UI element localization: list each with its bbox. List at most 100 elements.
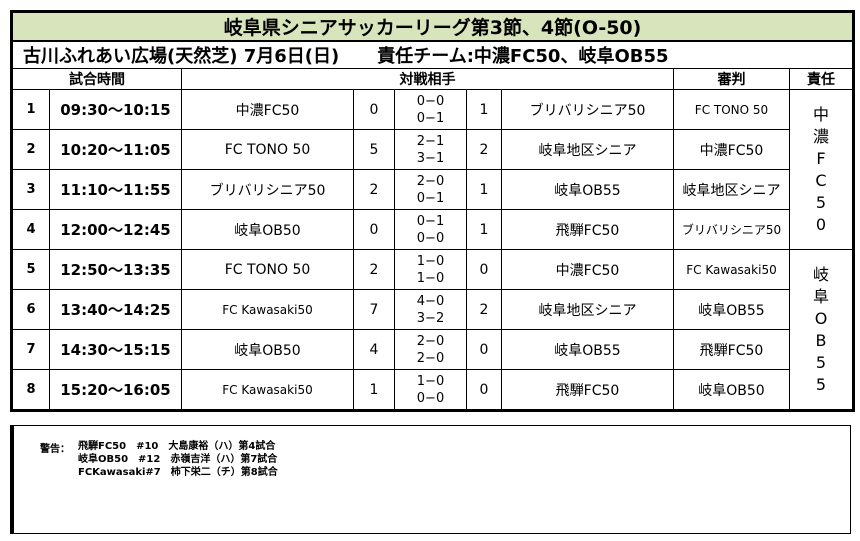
match-row: 2 10:20〜11:05 FC TONO 50 5 2−1 3−1 2 岐阜地区シニア 中濃F… [11, 129, 854, 170]
responsible-char: 5 [815, 192, 827, 212]
match-number: 1 [11, 89, 50, 130]
subtitle: 古川ふれあい広場(天然芝) 7月6日(日) 責任チーム:中濃FC50、岐阜OB55 [10, 40, 855, 69]
referee: 飛騨FC50 [673, 329, 790, 370]
match-time: 09:30〜10:15 [49, 89, 182, 130]
home-score: 5 [353, 129, 395, 170]
match-number: 2 [11, 129, 50, 170]
header-match: 対戦相手 [181, 68, 674, 90]
second-half-score: 1−0 [416, 270, 445, 286]
home-team: FC TONO 50 [181, 249, 354, 290]
referee: 岐阜地区シニア [673, 169, 790, 210]
away-score: 1 [466, 169, 502, 210]
first-half-score: 4−0 [416, 293, 445, 309]
responsible-char: 0 [815, 214, 827, 234]
match-number: 4 [11, 209, 50, 250]
second-half-score: 0−1 [416, 110, 445, 126]
responsible-char: C [815, 170, 827, 190]
responsible-char: 濃 [813, 126, 830, 146]
away-score: 0 [466, 249, 502, 290]
home-score: 2 [353, 169, 395, 210]
first-half-score: 1−0 [416, 253, 445, 269]
match-row: 5 12:50〜13:35 FC TONO 50 2 1−0 1−0 0 中濃FC50 FC K… [11, 249, 855, 411]
referee: 中濃FC50 [673, 129, 790, 170]
away-team: 岐阜OB55 [501, 329, 674, 370]
home-team: FC Kawasaki50 [181, 369, 354, 411]
responsible-teams: 責任チーム:中濃FC50、岐阜OB55 [377, 46, 669, 67]
away-score: 2 [466, 129, 502, 170]
note-line: 岐阜OB50 #12 赤嶺吉洋（ハ）第7試合 [78, 454, 278, 465]
responsible-char: O [814, 308, 828, 328]
match-time: 11:10〜11:55 [49, 169, 182, 210]
half-scores: 4−0 3−2 [394, 289, 467, 330]
header-responsible: 責任 [788, 68, 855, 90]
responsible-char: F [816, 148, 826, 168]
half-scores: 0−1 0−0 [394, 209, 467, 250]
responsible-char: 中 [813, 104, 830, 124]
half-scores: 2−0 0−1 [394, 169, 467, 210]
second-half-score: 3−2 [416, 310, 445, 326]
match-time: 10:20〜11:05 [49, 129, 182, 170]
half-scores: 0−0 0−1 [394, 89, 467, 130]
match-row: 8 15:20〜16:05 FC Kawasaki50 1 1−0 0−0 0 飛騨FC50 岐… [11, 369, 854, 411]
match-number: 8 [11, 369, 50, 411]
half-scores: 1−0 0−0 [394, 369, 467, 411]
away-score: 2 [466, 289, 502, 330]
first-half-score: 2−0 [416, 173, 445, 189]
responsible-char: B [815, 330, 827, 350]
match-number: 6 [11, 289, 50, 330]
note-line: FCKawasaki#7 柿下栄二（チ）第8試合 [78, 467, 278, 478]
first-half-score: 0−0 [416, 93, 445, 109]
responsible-char: 5 [815, 374, 827, 394]
match-row: 3 11:10〜11:55 ブリバリシニア50 2 2−0 0−1 1 岐阜OB55 岐阜地区シ… [11, 169, 854, 210]
match-time: 15:20〜16:05 [49, 369, 182, 411]
home-score: 7 [353, 289, 395, 330]
match-time: 14:30〜15:15 [49, 329, 182, 370]
second-half-score: 3−1 [416, 150, 445, 166]
half-scores: 1−0 1−0 [394, 249, 467, 290]
half-scores: 2−0 2−0 [394, 329, 467, 370]
home-score: 1 [353, 369, 395, 411]
away-team: 飛騨FC50 [501, 369, 674, 411]
away-team: 岐阜OB55 [501, 169, 674, 210]
away-score: 0 [466, 329, 502, 370]
responsible-char: 岐 [813, 264, 830, 284]
match-row: 7 14:30〜15:15 岐阜OB50 4 2−0 2−0 0 岐阜OB55 飛騨FC50 [11, 329, 854, 370]
second-half-score: 2−0 [416, 350, 445, 366]
page-title: 岐阜県シニアサッカーリーグ第3節、4節(O-50) [10, 11, 855, 42]
schedule-table: 岐阜県シニアサッカーリーグ第3節、4節(O-50) 古川ふれあい広場(天然芝) … [10, 10, 856, 412]
home-score: 0 [353, 89, 395, 130]
match-number: 3 [11, 169, 50, 210]
match-time: 12:00〜12:45 [49, 209, 182, 250]
away-score: 1 [466, 89, 502, 130]
note-line: 飛騨FC50 #10 大島康裕（ハ）第4試合 [78, 441, 276, 452]
second-half-score: 0−0 [416, 390, 445, 406]
away-team: ブリバリシニア50 [501, 89, 674, 130]
away-team: 中濃FC50 [501, 249, 674, 290]
responsible-char: 阜 [813, 286, 830, 306]
match-number: 5 [11, 249, 50, 290]
referee: FC TONO 50 [673, 89, 790, 130]
referee: ブリバリシニア50 [673, 209, 790, 250]
match-row: 6 13:40〜14:25 FC Kawasaki50 7 4−0 3−2 2 岐阜地区シニア… [11, 289, 854, 330]
half-scores: 2−1 3−1 [394, 129, 467, 170]
notes-box: 警告： 飛騨FC50 #10 大島康裕（ハ）第4試合 岐阜OB50 #12 赤嶺… [10, 425, 851, 534]
home-score: 2 [353, 249, 395, 290]
notes-label: 警告： [40, 444, 70, 455]
first-half-score: 0−1 [416, 213, 445, 229]
match-time: 13:40〜14:25 [49, 289, 182, 330]
home-score: 4 [353, 329, 395, 370]
home-team: 中濃FC50 [181, 89, 354, 130]
away-team: 飛騨FC50 [501, 209, 674, 250]
header-referee: 審判 [673, 68, 790, 90]
home-team: FC Kawasaki50 [181, 289, 354, 330]
referee: 岐阜OB50 [673, 369, 790, 411]
referee: FC Kawasaki50 [673, 249, 790, 290]
venue-date: 古川ふれあい広場(天然芝) 7月6日(日) [23, 46, 340, 67]
home-team: ブリバリシニア50 [181, 169, 354, 210]
first-half-score: 2−1 [416, 133, 445, 149]
referee: 岐阜OB55 [673, 289, 790, 330]
match-number: 7 [11, 329, 50, 370]
away-team: 岐阜地区シニア [501, 289, 674, 330]
first-half-score: 2−0 [416, 333, 445, 349]
